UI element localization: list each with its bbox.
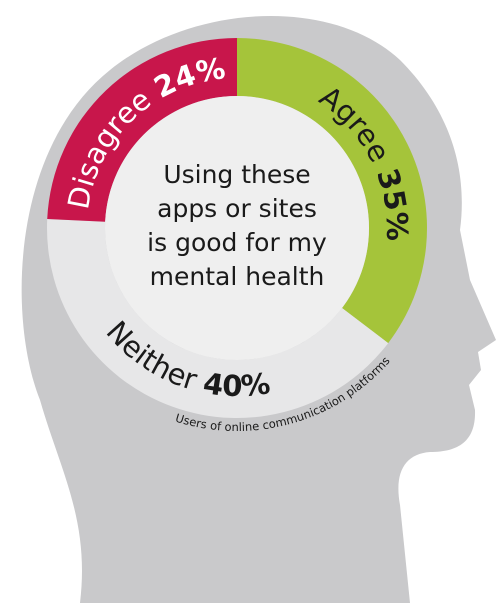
center-line: Using these xyxy=(163,160,310,189)
center-line: mental health xyxy=(150,262,325,291)
center-line: apps or sites xyxy=(157,194,317,223)
infographic: Using these apps or sites is good for my me… xyxy=(0,0,498,603)
value-label: 40% xyxy=(201,366,272,404)
center-line: is good for my xyxy=(147,228,327,257)
